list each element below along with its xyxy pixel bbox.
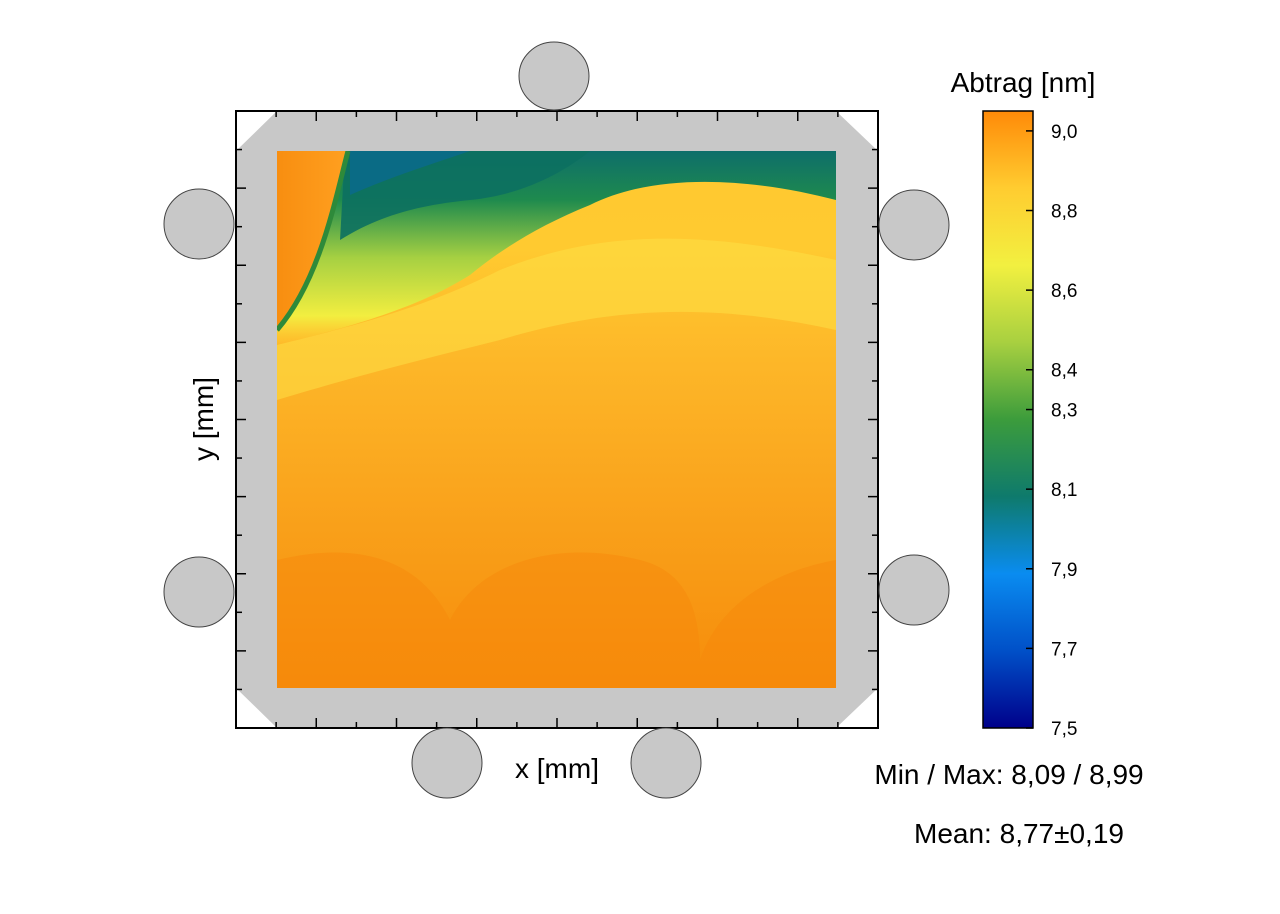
- support-pin: [163, 188, 235, 260]
- colorbar-tick-label: 7,7: [1051, 639, 1077, 660]
- colorbar-tick-label: 9,0: [1051, 122, 1077, 143]
- support-pin: [518, 41, 590, 111]
- colorbar-title: Abtrag [nm]: [951, 67, 1096, 98]
- min-max-text: Min / Max: 8,09 / 8,99: [874, 759, 1143, 790]
- colorbar-tick-label: 8,3: [1051, 401, 1077, 422]
- support-pin: [630, 727, 702, 799]
- x-axis-label: x [mm]: [515, 753, 599, 784]
- heatmap-field: [277, 151, 836, 688]
- colorbar-tick-label: 7,9: [1051, 560, 1077, 581]
- colorbar: [982, 110, 1034, 729]
- axis-ticks: [235, 110, 879, 729]
- colorbar-tick-label: 8,6: [1051, 281, 1077, 302]
- support-pin: [411, 727, 483, 799]
- colorbar-tick-label: 8,1: [1051, 480, 1077, 501]
- colorbar-tick-label: 8,8: [1051, 202, 1077, 223]
- colorbar-tick-label: 7,5: [1051, 719, 1077, 740]
- support-pin: [163, 556, 235, 628]
- colorbar-tick-label: 8,4: [1051, 361, 1078, 382]
- support-pin: [878, 189, 950, 261]
- support-pins: [163, 41, 950, 799]
- mean-text: Mean: 8,77±0,19: [914, 818, 1124, 849]
- support-pin: [878, 554, 950, 626]
- y-axis-label: y [mm]: [188, 377, 219, 461]
- colorbar-ticks: 9,0 8,8 8,6 8,4 8,3 8,1 7,9 7,7 7,5: [1026, 122, 1078, 740]
